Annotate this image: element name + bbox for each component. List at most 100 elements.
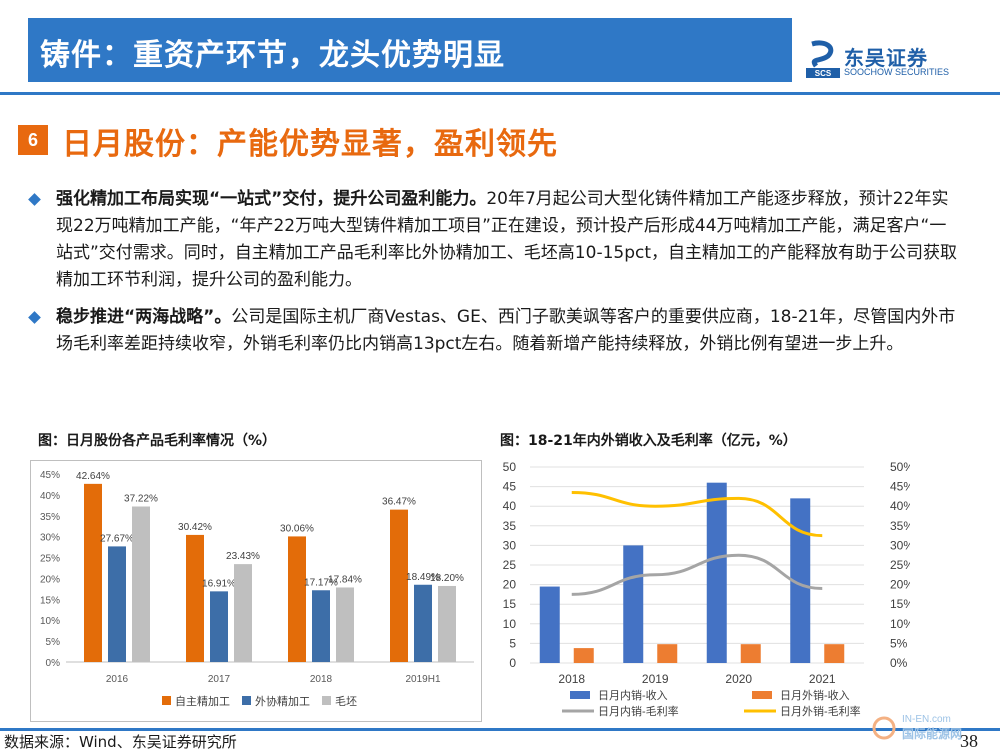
bar-毛坯: [132, 506, 150, 662]
bar-外协精加工: [210, 591, 228, 662]
y2-tick-label: 25%: [890, 558, 910, 572]
bar-日月内销-收入: [539, 586, 560, 663]
y-tick-label: 40%: [40, 491, 60, 502]
chart-revenue-and-margin: 0 0% 5 5% 10 10% 15 15% 20 20% 25 25% 30 30% 35 35% 40 40…: [503, 460, 910, 718]
data-label: 17.17%: [304, 577, 338, 588]
y-tick-label: 20: [503, 578, 517, 592]
bullet-lead: 稳步推进“两海战略”。: [56, 307, 232, 327]
legend-label: 日月外销-毛利率: [780, 704, 861, 718]
bar-外协精加工: [108, 546, 126, 662]
legend-label: 日月内销-毛利率: [598, 704, 679, 718]
y-tick-label: 10: [503, 617, 517, 631]
legend-swatch: [162, 696, 171, 705]
y2-tick-label: 50%: [890, 460, 910, 474]
legend-swatch: [570, 691, 590, 699]
data-label: 37.22%: [124, 494, 158, 505]
y-tick-label: 25: [503, 558, 517, 572]
y2-tick-label: 15%: [890, 597, 910, 611]
bullet-text: 公司是国际主机厂商Vestas、GE、西门子歌美飒等客户的重要供应商，18-21…: [56, 307, 956, 354]
x-tick-label: 2019H1: [405, 674, 440, 685]
bar-日月内销-收入: [790, 498, 811, 663]
bullet-text: 20年7月起公司大型化铸件精加工产能逐步释放，预计22年实现22万吨精加工产能，…: [56, 189, 958, 290]
bar-自主精加工: [84, 483, 102, 662]
y-tick-label: 45: [503, 480, 517, 494]
section-title: 日月股份：产能优势显著，盈利领先: [62, 127, 558, 162]
line-日月外销-毛利率: [571, 490, 823, 538]
bar-日月外销-收入: [657, 644, 678, 663]
x-tick-label: 2017: [208, 674, 231, 685]
legend-swatch: [242, 696, 251, 705]
chart-margin-by-product-frame: [30, 460, 482, 722]
x-tick-label: 2021: [809, 672, 836, 686]
bar-自主精加工: [186, 534, 204, 662]
watermark-top-text: IN-EN.com: [902, 714, 951, 725]
legend-label: 外协精加工: [255, 694, 310, 708]
y-tick-label: 25%: [40, 554, 60, 565]
bar-毛坯: [438, 585, 456, 662]
y2-tick-label: 10%: [890, 617, 910, 631]
data-label: 18.49%: [406, 572, 440, 583]
logo-mark-text: SCS: [815, 69, 832, 78]
bullet-diamond-icon: [28, 193, 41, 206]
watermark-bottom-text: 国际能源网: [902, 726, 962, 741]
data-label: 30.06%: [280, 523, 314, 534]
y-tick-label: 35: [503, 519, 517, 533]
x-tick-label: 2018: [558, 672, 585, 686]
y-tick-label: 40: [503, 499, 517, 513]
y2-tick-label: 5%: [890, 636, 908, 650]
y-tick-label: 20%: [40, 574, 60, 585]
section-number: 6: [18, 125, 48, 155]
bullet-diamond-icon: [28, 311, 41, 324]
data-label: 18.20%: [430, 573, 464, 584]
bar-日月外销-收入: [824, 644, 845, 663]
y-tick-label: 15: [503, 597, 517, 611]
logo-name-en: SOOCHOW SECURITIES: [844, 67, 950, 77]
chart-title-revenue-and-margin: 图：18-21年内外销收入及毛利率（亿元，%）: [500, 433, 797, 449]
y-tick-label: 30: [503, 538, 517, 552]
y-tick-label: 15%: [40, 595, 60, 606]
data-label: 36.47%: [382, 497, 416, 508]
bar-毛坯: [336, 587, 354, 662]
legend-swatch: [322, 696, 331, 705]
footer-divider: [0, 728, 1000, 731]
data-label: 23.43%: [226, 551, 260, 562]
data-label: 27.67%: [100, 533, 134, 544]
x-tick-label: 2020: [725, 672, 752, 686]
bullet-item: 稳步推进“两海战略”。公司是国际主机厂商Vestas、GE、西门子歌美飒等客户的…: [28, 304, 960, 358]
data-label: 17.84%: [328, 574, 362, 585]
x-tick-label: 2016: [106, 674, 129, 685]
y-tick-label: 0%: [46, 658, 61, 669]
y-tick-label: 5%: [46, 637, 61, 648]
y-tick-label: 10%: [40, 616, 60, 627]
bar-毛坯: [234, 564, 252, 662]
data-label: 42.64%: [76, 471, 110, 482]
legend-label: 日月外销-收入: [780, 688, 850, 702]
legend-label: 毛坯: [335, 695, 357, 708]
bar-日月外销-收入: [573, 648, 594, 663]
title-bar: 铸件：重资产环节，龙头优势明显: [28, 18, 792, 82]
bar-外协精加工: [414, 584, 432, 662]
y2-tick-label: 45%: [890, 480, 910, 494]
y-tick-label: 0: [509, 656, 516, 670]
bar-自主精加工: [288, 536, 306, 662]
y-tick-label: 35%: [40, 512, 60, 523]
bar-日月内销-收入: [706, 482, 727, 663]
line-日月内销-毛利率: [571, 553, 823, 596]
data-label: 16.91%: [202, 578, 236, 589]
y-tick-label: 30%: [40, 533, 60, 544]
y2-tick-label: 40%: [890, 499, 910, 513]
chart-title-margin-by-product: 图：日月股份各产品毛利率情况（%）: [38, 433, 277, 449]
x-tick-label: 2019: [642, 672, 669, 686]
data-label: 30.42%: [178, 522, 212, 533]
legend-label: 自主精加工: [175, 695, 230, 708]
y2-tick-label: 30%: [890, 538, 910, 552]
y-tick-label: 50: [503, 460, 517, 474]
bar-日月外销-收入: [740, 644, 761, 663]
logo-mark-icon: SCS: [806, 40, 840, 78]
legend-swatch: [752, 691, 772, 699]
bar-外协精加工: [312, 590, 330, 662]
company-logo: SCS 东吴证券 SOOCHOW SECURITIES: [806, 40, 956, 84]
bar-日月内销-收入: [623, 545, 644, 663]
slide-title: 铸件：重资产环节，龙头优势明显: [40, 38, 505, 73]
y2-tick-label: 20%: [890, 578, 910, 592]
